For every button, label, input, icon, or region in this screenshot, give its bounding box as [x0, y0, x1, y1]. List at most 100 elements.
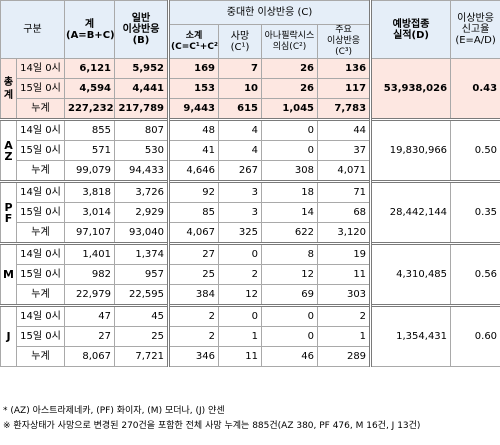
cell-major: 19: [316, 242, 373, 265]
cell-total: 99,079: [64, 160, 115, 182]
table-row: M 14일 0시 1,401 1,374 27 0 8 19 4,310,485 0.56: [0, 242, 500, 306]
row-label: 14일 0시: [16, 58, 65, 79]
cell-anaphylaxis: 12: [261, 264, 318, 285]
header-subtotal: 소계 (C=C¹+C²+C³): [168, 24, 219, 59]
header-major: 주요 이상반응 (C³): [316, 24, 373, 59]
table-header: 구분 계 (A=B+C) 일반 이상반응 (B) 중대한 이상반응 (C) 예방…: [0, 0, 500, 59]
cell-death: 325: [218, 222, 262, 244]
cell-subtotal: 384: [168, 284, 219, 306]
cell-major: 71: [316, 180, 373, 203]
cell-vaccinated: 4,310,485: [370, 242, 452, 306]
cell-anaphylaxis: 622: [261, 222, 318, 244]
cell-subtotal: 9,443: [168, 98, 219, 120]
cell-general: 94,433: [114, 160, 170, 182]
cell-death: 2: [218, 264, 262, 285]
table-row: AZ 14일 0시 855 807 48 4 0 44 19,830,966 0.50: [0, 118, 500, 182]
cell-major: 44: [316, 118, 373, 141]
cell-major: 289: [316, 346, 373, 367]
group-label: 총계: [0, 58, 17, 120]
cell-death: 267: [218, 160, 262, 182]
cell-general: 1,374: [114, 242, 170, 265]
cell-total: 1,401: [64, 242, 115, 265]
cell-major: 4,071: [316, 160, 373, 182]
cell-total: 855: [64, 118, 115, 141]
cell-anaphylaxis: 26: [261, 78, 318, 99]
header-vaccinated: 예방접종 실적(D): [370, 0, 452, 59]
group-label: AZ: [0, 118, 17, 182]
cell-vaccinated: 1,354,431: [370, 304, 452, 367]
cell-anaphylaxis: 0: [261, 304, 318, 327]
cell-major: 136: [316, 58, 373, 79]
cell-total: 3,818: [64, 180, 115, 203]
cell-rate: 0.43: [450, 58, 500, 120]
cell-subtotal: 4,067: [168, 222, 219, 244]
cell-general: 217,789: [114, 98, 170, 120]
footnotes: * (AZ) 아스트라제네카, (PF) 화이자, (M) 모더나, (J) 얀…: [3, 404, 497, 434]
cell-total: 227,232: [64, 98, 115, 120]
cell-major: 1: [316, 326, 373, 347]
cell-general: 957: [114, 264, 170, 285]
cell-death: 4: [218, 118, 262, 141]
cell-anaphylaxis: 8: [261, 242, 318, 265]
cell-general: 3,726: [114, 180, 170, 203]
cell-death: 0: [218, 304, 262, 327]
cell-general: 807: [114, 118, 170, 141]
cell-total: 22,979: [64, 284, 115, 306]
row-label: 15일 0시: [16, 140, 65, 161]
cell-total: 47: [64, 304, 115, 327]
cell-general: 7,721: [114, 346, 170, 367]
header-anaphylaxis: 아나필락시스 의심(C²): [261, 24, 318, 59]
cell-subtotal: 153: [168, 78, 219, 99]
cell-vaccinated: 19,830,966: [370, 118, 452, 182]
header-total: 계 (A=B+C): [64, 0, 115, 59]
cell-total: 3,014: [64, 202, 115, 223]
cell-subtotal: 4,646: [168, 160, 219, 182]
row-label: 14일 0시: [16, 304, 65, 327]
cell-rate: 0.60: [450, 304, 500, 367]
cell-death: 11: [218, 346, 262, 367]
footnote-abbreviations: * (AZ) 아스트라제네카, (PF) 화이자, (M) 모더나, (J) 얀…: [3, 406, 225, 416]
cell-anaphylaxis: 0: [261, 118, 318, 141]
row-label: 15일 0시: [16, 326, 65, 347]
row-label: 14일 0시: [16, 118, 65, 141]
row-label: 누계: [16, 160, 65, 182]
row-label: 누계: [16, 284, 65, 306]
cell-anaphylaxis: 1,045: [261, 98, 318, 120]
footnote-death-total: ※ 환자상태가 사망으로 변경된 270건을 포함한 전체 사망 누계는 885…: [3, 421, 421, 431]
row-label: 14일 0시: [16, 242, 65, 265]
row-label: 15일 0시: [16, 202, 65, 223]
cell-subtotal: 25: [168, 264, 219, 285]
cell-total: 6,121: [64, 58, 115, 79]
cell-general: 25: [114, 326, 170, 347]
row-label: 누계: [16, 98, 65, 120]
cell-subtotal: 169: [168, 58, 219, 79]
cell-general: 5,952: [114, 58, 170, 79]
table-row: J 14일 0시 47 45 2 0 0 2 1,354,431 0.60: [0, 304, 500, 367]
cell-subtotal: 2: [168, 326, 219, 347]
cell-subtotal: 2: [168, 304, 219, 327]
row-label: 15일 0시: [16, 78, 65, 99]
cell-death: 3: [218, 202, 262, 223]
cell-subtotal: 41: [168, 140, 219, 161]
cell-anaphylaxis: 14: [261, 202, 318, 223]
cell-major: 7,783: [316, 98, 373, 120]
table-row: 15일 0시 27 25 2 1 0 1: [1, 326, 500, 347]
cell-death: 1: [218, 326, 262, 347]
cell-general: 530: [114, 140, 170, 161]
cell-death: 4: [218, 140, 262, 161]
cell-total: 982: [64, 264, 115, 285]
cell-subtotal: 48: [168, 118, 219, 141]
table-row: 누계 99,079 94,433 4,646 267 308 4,071: [1, 160, 500, 182]
cell-general: 2,929: [114, 202, 170, 223]
header-serious-group: 중대한 이상반응 (C): [167, 0, 373, 25]
header-rate: 이상반응 신고율 (E=A/D): [450, 0, 500, 59]
table-body: 총계 14일 0시 6,121 5,952 169 7 26 136 53,938,026 0.4…: [0, 58, 500, 367]
cell-anaphylaxis: 0: [261, 326, 318, 347]
table-row: 총계 14일 0시 6,121 5,952 169 7 26 136 53,938,026 0.4…: [0, 58, 500, 120]
cell-general: 93,040: [114, 222, 170, 244]
cell-anaphylaxis: 18: [261, 180, 318, 203]
cell-total: 4,594: [64, 78, 115, 99]
cell-total: 571: [64, 140, 115, 161]
cell-rate: 0.50: [450, 118, 500, 182]
table-row: PF 14일 0시 3,818 3,726 92 3 18 71 28,442,144 0.35: [0, 180, 500, 244]
